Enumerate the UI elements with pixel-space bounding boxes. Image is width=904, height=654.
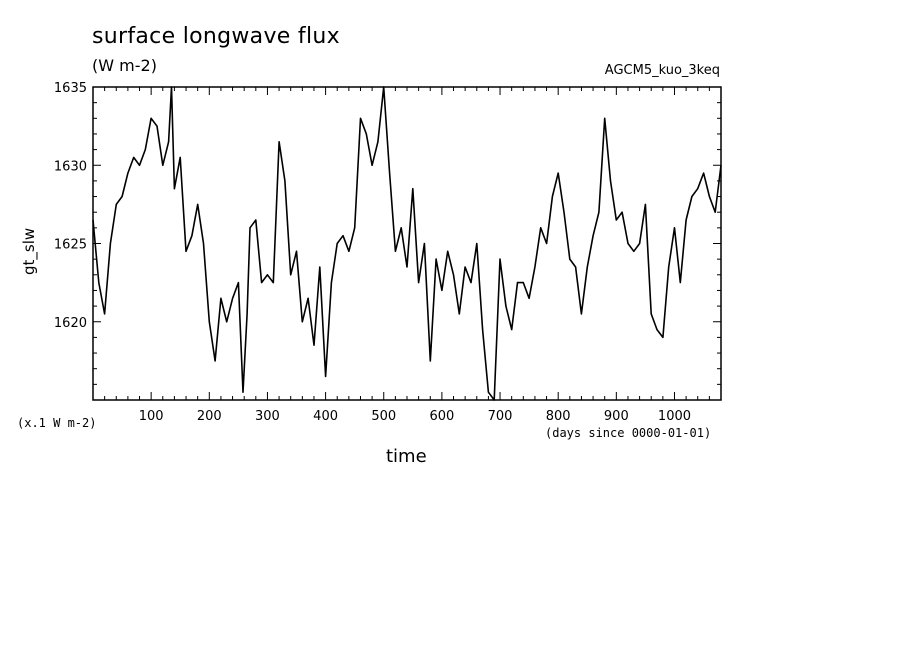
x-axis-label: time — [386, 446, 427, 467]
series-lines — [92, 86, 722, 401]
x-axis-units: (days since 0000-01-01) — [545, 426, 712, 440]
y-tick-label: 1625 — [54, 238, 87, 253]
plot-frame — [92, 86, 722, 401]
series-line — [92, 86, 722, 401]
y-axis-units: (x.1 W m-2) — [17, 416, 97, 430]
y-tick-label: 1635 — [54, 81, 87, 96]
y-tick-label: 1620 — [54, 316, 87, 331]
x-tick-label: 800 — [546, 409, 571, 424]
tick-labels: 100 200 300 400 500 600 700 800 900 1000 1620 1625 1… — [54, 81, 691, 424]
x-tick-label: 200 — [197, 409, 222, 424]
x-tick-label: 300 — [255, 409, 280, 424]
x-tick-label: 700 — [488, 409, 513, 424]
x-tick-label: 500 — [371, 409, 396, 424]
x-tick-label: 400 — [313, 409, 338, 424]
x-tick-label: 100 — [139, 409, 164, 424]
x-tick-label: 900 — [604, 409, 629, 424]
x-tick-label: 1000 — [658, 409, 691, 424]
y-tick-label: 1630 — [54, 159, 87, 174]
axis-ticks — [93, 87, 721, 400]
run-label: AGCM5_kuo_3keq — [604, 63, 720, 78]
chart-subtitle-units: (W m-2) — [92, 56, 157, 75]
chart-title: surface longwave flux — [92, 24, 340, 49]
x-tick-label: 600 — [429, 409, 454, 424]
